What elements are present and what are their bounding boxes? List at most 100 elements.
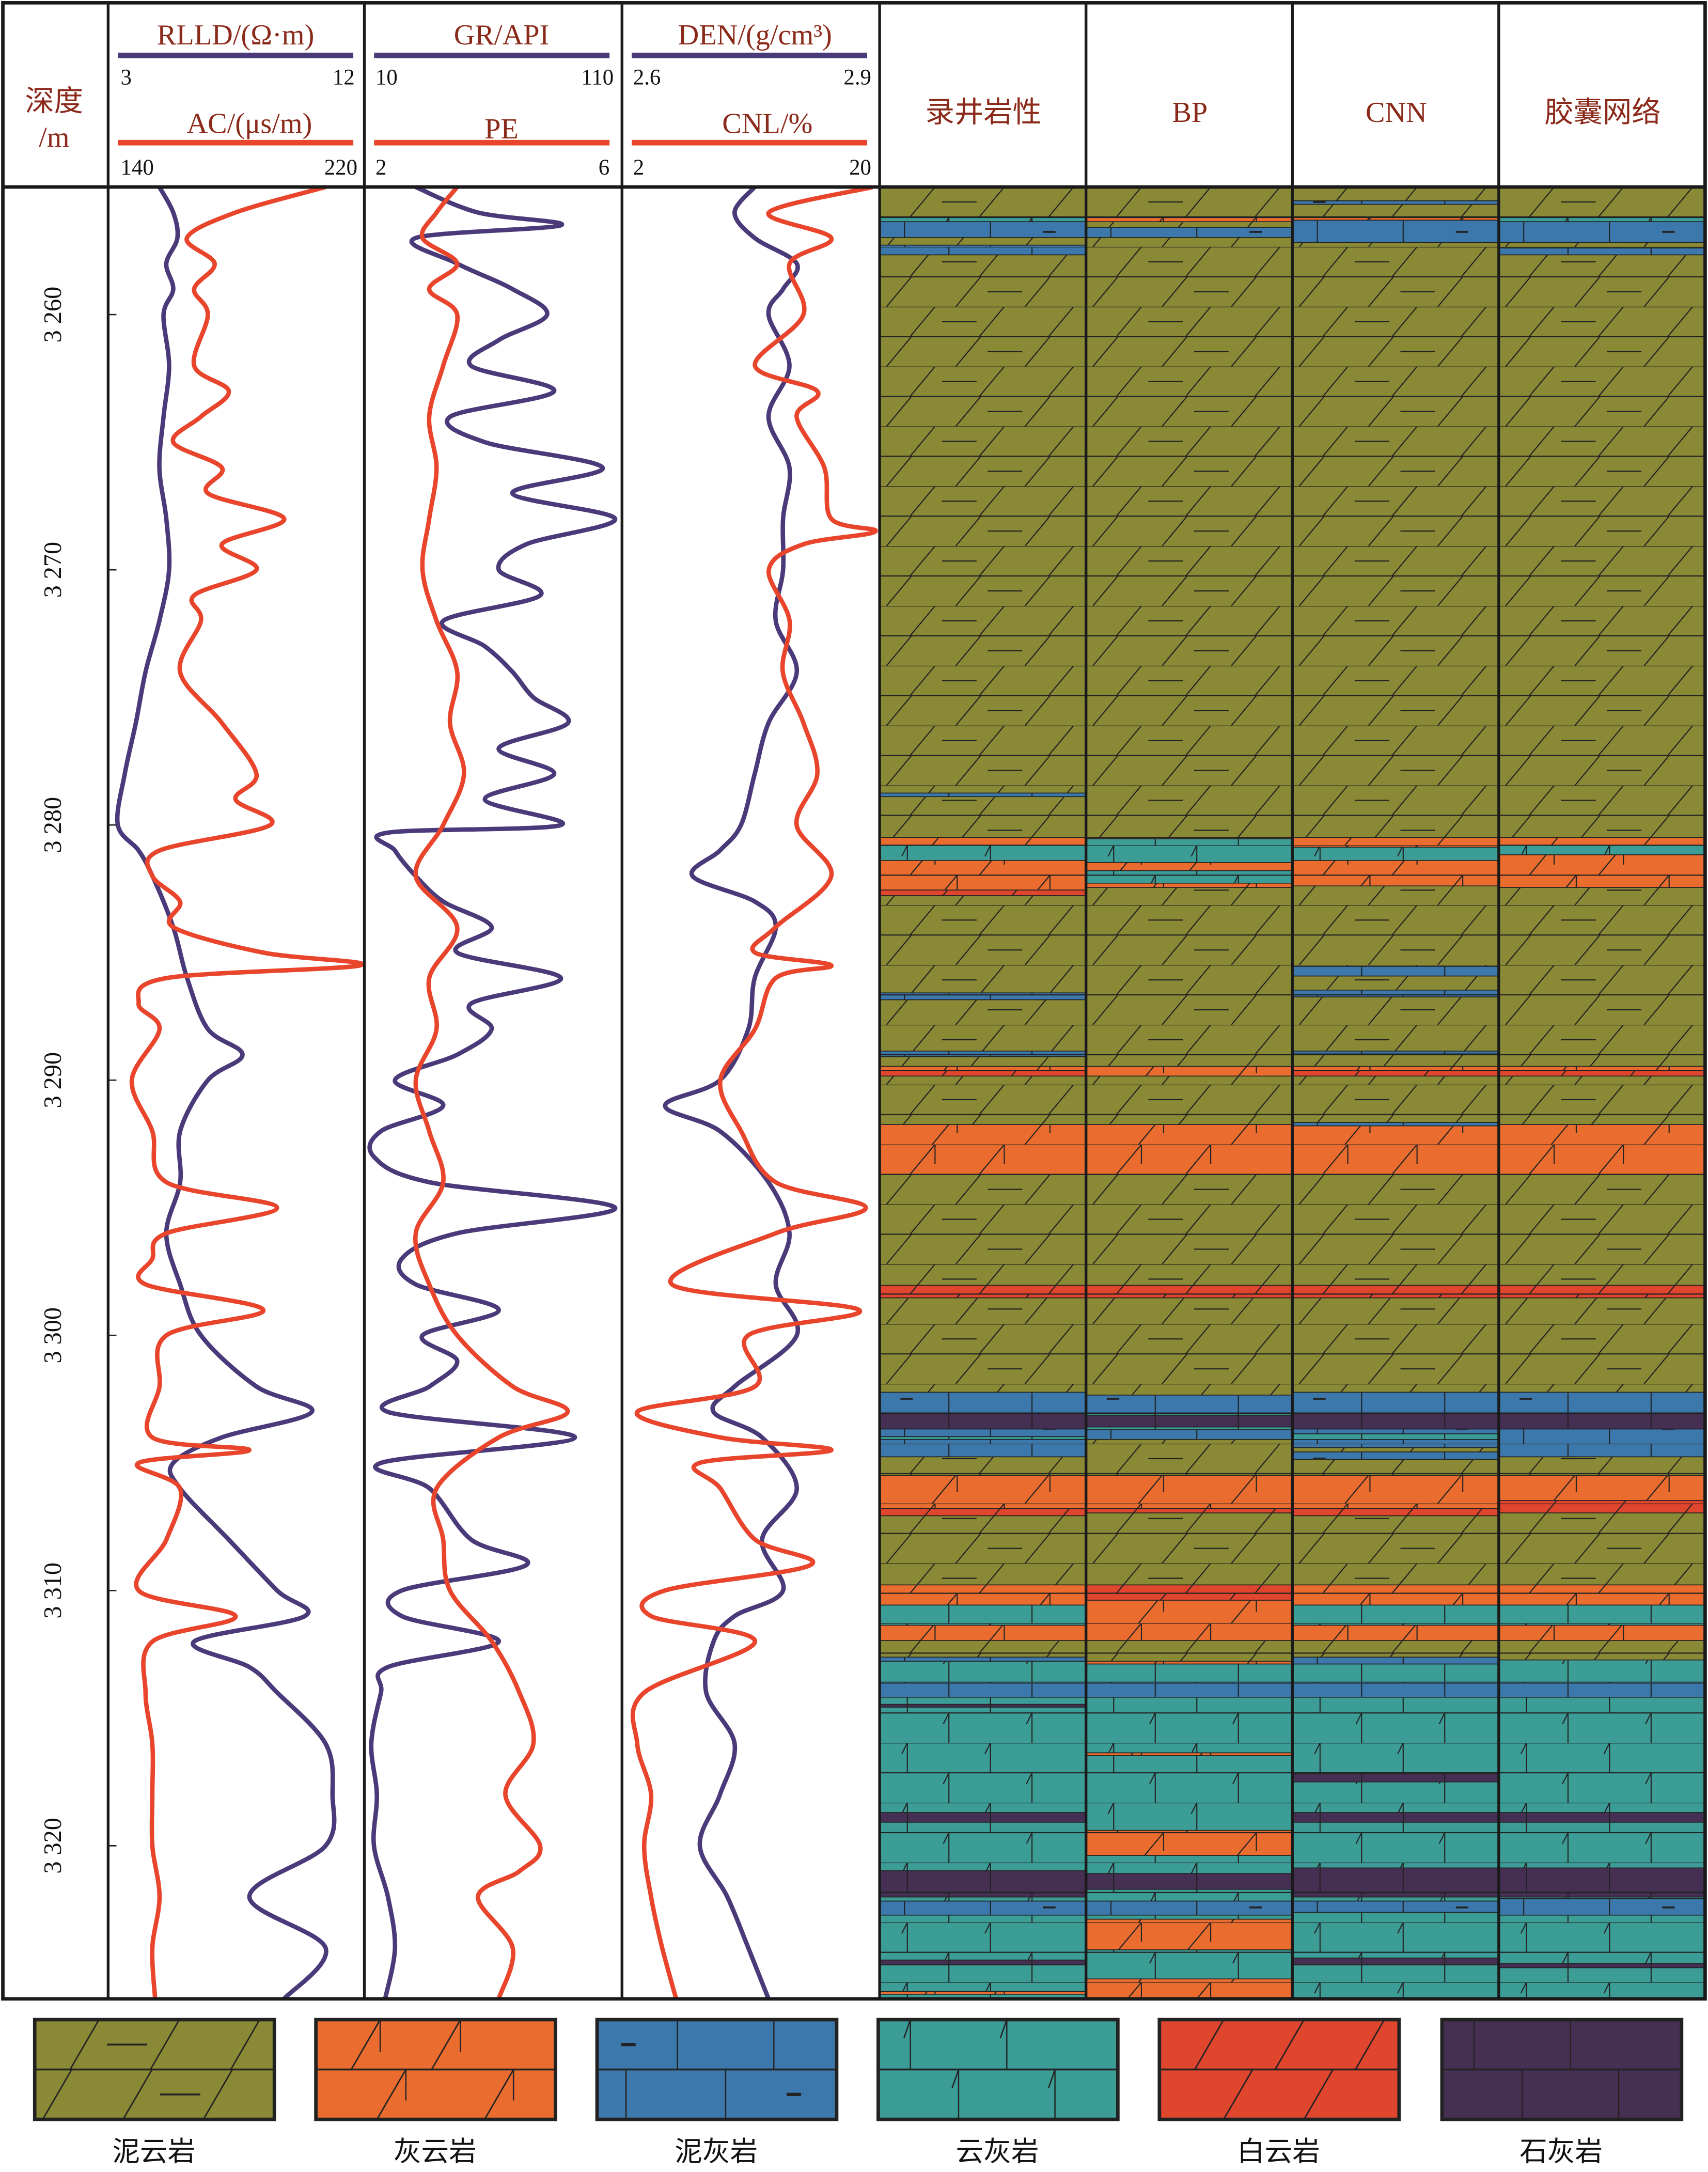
curve-ac bbox=[129, 184, 365, 1999]
lithology-interval-HD bbox=[1085, 1918, 1293, 1950]
legend-label: 云灰岩 bbox=[956, 2135, 1039, 2168]
lithology-interval-YH bbox=[879, 1697, 1087, 1705]
rlld-max: 12 bbox=[333, 66, 355, 90]
lithology-interval-HD bbox=[1292, 860, 1499, 887]
lithology-interval-ND bbox=[879, 186, 1087, 218]
legend-label: 灰云岩 bbox=[394, 2135, 477, 2168]
lithology-interval-NH bbox=[1292, 220, 1499, 243]
lithology-interval-NH bbox=[1292, 1439, 1499, 1448]
lithology-interval-NH bbox=[1292, 1657, 1499, 1665]
lithology-interval-YH bbox=[1085, 1663, 1293, 1683]
lithology-interval-YH bbox=[1498, 1914, 1706, 1964]
lithology-interval-BD bbox=[879, 1508, 1087, 1517]
lithology-interval-ND bbox=[1292, 1075, 1499, 1123]
lithology-interval-NH bbox=[1292, 1051, 1499, 1055]
lithology-interval-NH bbox=[1085, 227, 1293, 238]
lithology-interval-HD bbox=[1085, 882, 1293, 888]
lithology-interval-HD bbox=[1085, 1600, 1293, 1641]
lithology-interval-ND bbox=[1292, 1297, 1499, 1393]
lithology-interval-YH bbox=[1292, 1663, 1499, 1683]
lithology-interval-ND bbox=[1292, 186, 1499, 201]
curve-title-rlld: RLLD/(Ω·m) bbox=[157, 19, 315, 51]
lithology-interval-NH bbox=[1498, 221, 1706, 243]
lithology-interval-ND bbox=[879, 796, 1087, 838]
lithology-interval-NH bbox=[1292, 1681, 1499, 1698]
lithology-interval-YH bbox=[1085, 1755, 1293, 1831]
lithology-interval-SH bbox=[1085, 1873, 1293, 1890]
lithology-interval-HD bbox=[1498, 837, 1706, 846]
legend-label: 白云岩 bbox=[1237, 2135, 1320, 2168]
lithology-interval-YH bbox=[1292, 1697, 1499, 1774]
lithology-interval-HD bbox=[1498, 1475, 1706, 1501]
curve-pe bbox=[413, 185, 570, 2000]
lithology-interval-HD bbox=[879, 1991, 1087, 1995]
lithology-interval-ND bbox=[1292, 1640, 1499, 1658]
lithology-interval-NH bbox=[1498, 1428, 1706, 1458]
lithology-interval-BD bbox=[879, 1285, 1087, 1299]
lithology-interval-YH bbox=[879, 1661, 1087, 1683]
lithology-interval-HD bbox=[1085, 862, 1293, 871]
lithology-interval-SH bbox=[1498, 1412, 1706, 1430]
lithology-interval-HD bbox=[1085, 1066, 1293, 1077]
lithology-interval-SH bbox=[1292, 1773, 1499, 1783]
lithology-interval-HD bbox=[879, 1066, 1087, 1071]
lithology-interval-HD bbox=[1085, 1661, 1293, 1665]
lithology-interval-ND bbox=[879, 1056, 1087, 1067]
legend-swatch-BD bbox=[1157, 2018, 1401, 2121]
lithology-interval-HD bbox=[1292, 1475, 1499, 1509]
lithology-interval-SH bbox=[879, 1704, 1087, 1708]
lithology-interval-BD bbox=[1498, 1285, 1706, 1299]
lithology-interval-HD bbox=[1085, 1978, 1293, 1999]
lithology-interval-ND bbox=[1498, 1075, 1706, 1125]
lithology-interval-SH bbox=[879, 1959, 1087, 1965]
legend-swatch-SH bbox=[1440, 2018, 1684, 2121]
lithology-interval-HD bbox=[1085, 1124, 1293, 1175]
curve-title-ac: AC/(μs/m) bbox=[186, 107, 312, 139]
lithology-legend: 泥云岩 灰云岩 泥灰岩 云灰岩 白云岩 石灰岩 bbox=[33, 2018, 1684, 2168]
lithology-columns bbox=[879, 186, 1706, 1999]
curve-rlld bbox=[115, 185, 337, 2001]
lithology-interval-YH bbox=[1498, 217, 1706, 223]
lithology-interval-HD bbox=[1498, 1624, 1706, 1641]
lithology-interval-NH bbox=[1085, 1900, 1293, 1916]
lithology-interval-YH bbox=[879, 1896, 1087, 1902]
legend-line-rlld bbox=[118, 52, 354, 58]
lithology-interval-NH bbox=[879, 1428, 1087, 1437]
lithology-interval-YH bbox=[879, 1822, 1087, 1871]
depth-tick-label: 3 260 bbox=[39, 287, 67, 343]
lithology-interval-BD bbox=[1085, 1584, 1293, 1601]
lithology-interval-ND bbox=[1085, 221, 1293, 228]
depth-tick-label: 3 320 bbox=[39, 1818, 67, 1874]
lithology-interval-YH bbox=[1085, 1949, 1293, 1980]
lithology-interval-NH bbox=[1085, 1429, 1293, 1440]
lithology-interval-ND bbox=[879, 1640, 1087, 1658]
lithology-interval-ND bbox=[1292, 996, 1499, 1052]
lithology-interval-ND bbox=[1085, 1075, 1293, 1125]
lithology-interval-ND bbox=[1085, 1297, 1293, 1396]
curve-title-gr: GR/API bbox=[454, 19, 550, 51]
lithology-interval-SH bbox=[1292, 1812, 1499, 1823]
lithology-interval-HD bbox=[1498, 1584, 1706, 1606]
lithology-interval-ND bbox=[1292, 204, 1499, 218]
lithology-interval-NH bbox=[1498, 1681, 1706, 1698]
lithology-interval-SH bbox=[1498, 1812, 1706, 1823]
lithology-interval-YH bbox=[1085, 838, 1293, 863]
lithology-interval-SH bbox=[1085, 1415, 1293, 1428]
legend-swatch-YH bbox=[876, 2018, 1120, 2121]
lithology-interval-YH bbox=[1498, 1822, 1706, 1869]
lithology-interval-YH bbox=[1292, 1604, 1499, 1626]
gr-max: 110 bbox=[581, 66, 614, 90]
lithology-interval-YH bbox=[1498, 1659, 1706, 1683]
lithology-interval-HD bbox=[1498, 1066, 1706, 1071]
lithology-interval-NH bbox=[1292, 1392, 1499, 1414]
lithology-interval-HD bbox=[879, 1475, 1087, 1509]
lithology-interval-YH bbox=[1292, 1964, 1499, 1999]
lithology-interval-ND bbox=[1498, 242, 1706, 248]
lithology-interval-HD bbox=[879, 860, 1087, 890]
lithology-interval-ND bbox=[879, 1456, 1087, 1476]
gr-min: 10 bbox=[375, 66, 398, 90]
lithology-interval-ND bbox=[1085, 887, 1293, 1067]
lithology-interval-ND bbox=[1498, 1512, 1706, 1586]
column-title-capsule: 胶囊网络 bbox=[1544, 97, 1660, 129]
lithology-interval-NH bbox=[1498, 247, 1706, 256]
